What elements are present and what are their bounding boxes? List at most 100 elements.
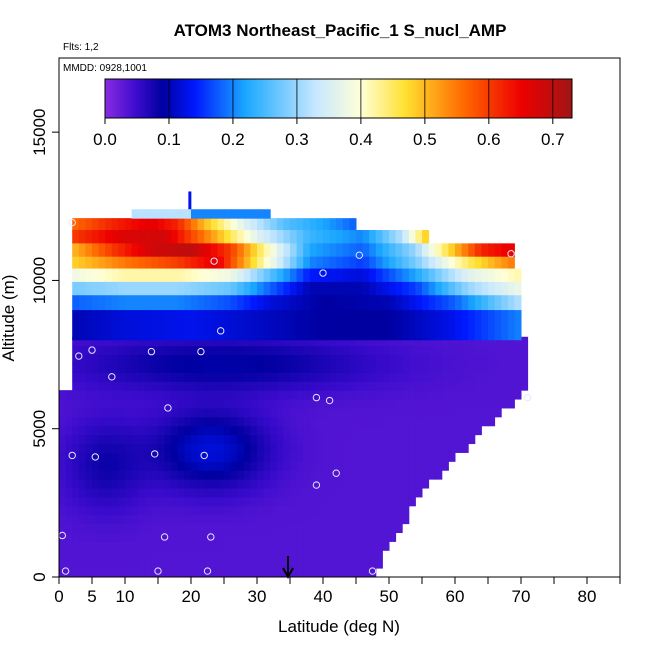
field-cell <box>98 505 106 516</box>
field-cell <box>85 496 93 507</box>
field-cell <box>448 363 456 373</box>
field-cell <box>309 452 317 462</box>
profile-cell <box>474 256 482 270</box>
field-cell <box>422 416 430 427</box>
profile-cell <box>92 310 100 341</box>
field-cell <box>158 399 166 409</box>
field-cell <box>342 381 350 391</box>
field-cell <box>144 336 152 347</box>
field-cell <box>356 434 364 445</box>
field-cell <box>144 354 152 364</box>
x-axis-label: Latitude (deg N) <box>278 617 400 636</box>
field-cell <box>468 416 476 427</box>
profile-cell <box>72 281 80 296</box>
field-cell <box>342 452 350 462</box>
field-cell <box>296 443 304 453</box>
field-cell <box>230 425 238 436</box>
field-cell <box>369 550 377 560</box>
field-cell <box>230 505 238 516</box>
field-cell <box>65 443 73 453</box>
field-cell <box>111 390 119 400</box>
field-cell <box>263 381 271 391</box>
field-cell <box>184 496 192 507</box>
field-cell <box>197 559 205 569</box>
field-cell <box>177 488 185 498</box>
profile-cell <box>250 268 258 283</box>
field-cell <box>395 390 403 400</box>
field-cell <box>362 479 370 489</box>
field-cell <box>408 425 416 436</box>
profile-cell <box>415 256 423 270</box>
field-cell <box>276 532 284 542</box>
field-cell <box>164 390 172 400</box>
field-cell <box>422 399 430 409</box>
profile-cell <box>382 281 390 296</box>
y-axis-label: Altitude (m) <box>0 275 18 362</box>
field-cell <box>356 505 364 516</box>
field-cell <box>303 532 311 542</box>
field-cell <box>514 345 522 356</box>
field-cell <box>230 434 238 445</box>
field-cell <box>158 345 166 356</box>
field-cell <box>111 434 119 445</box>
profile-cell <box>382 310 390 341</box>
field-cell <box>191 496 199 507</box>
field-cell <box>448 372 456 382</box>
profile-cell <box>283 268 291 283</box>
field-cell <box>191 559 199 569</box>
profile-cell <box>184 209 192 219</box>
field-cell <box>204 550 212 560</box>
profile-cell <box>78 310 86 341</box>
profile-cell <box>441 243 449 258</box>
profile-cell <box>342 281 350 296</box>
field-cell <box>309 496 317 507</box>
field-cell <box>72 461 80 471</box>
field-cell <box>217 523 225 534</box>
field-cell <box>395 381 403 391</box>
field-cell <box>402 514 410 525</box>
profile-cell <box>415 243 423 258</box>
field-cell <box>131 336 139 347</box>
field-cell <box>158 505 166 516</box>
field-cell <box>138 434 146 445</box>
profile-cell <box>461 281 469 296</box>
field-cell <box>369 407 377 418</box>
field-cell <box>389 354 397 364</box>
profile-cell <box>98 256 106 270</box>
field-cell <box>369 541 377 551</box>
field-cell <box>435 372 443 382</box>
field-cell <box>402 505 410 516</box>
profile-cell <box>461 256 469 270</box>
profile-cell <box>131 256 139 270</box>
profile-cell <box>105 243 113 258</box>
profile-cell <box>118 281 126 296</box>
field-cell <box>349 363 357 373</box>
field-cell <box>250 505 258 516</box>
profile-cell <box>501 243 509 258</box>
field-cell <box>329 363 337 373</box>
field-cell <box>362 452 370 462</box>
field-cell <box>362 336 370 347</box>
field-cell <box>243 443 251 453</box>
field-cell <box>408 488 416 498</box>
chart-title: ATOM3 Northeast_Pacific_1 S_nucl_AMP <box>174 21 507 40</box>
profile-cell <box>389 256 397 270</box>
field-cell <box>408 416 416 427</box>
field-cell <box>283 514 291 525</box>
field-cell <box>144 550 152 560</box>
field-cell <box>461 345 469 356</box>
field-cell <box>217 345 225 356</box>
observation-point <box>164 404 172 412</box>
profile-cell <box>105 268 113 283</box>
field-cell <box>151 407 159 418</box>
profile-cell <box>204 218 212 231</box>
field-cell <box>184 559 192 569</box>
field-cell <box>521 354 529 364</box>
profile-cell <box>224 295 232 311</box>
field-cell <box>402 470 410 480</box>
field-cell <box>395 452 403 462</box>
field-cell <box>435 443 443 453</box>
field-cell <box>375 407 383 418</box>
field-cell <box>92 434 100 445</box>
field-cell <box>191 541 199 551</box>
